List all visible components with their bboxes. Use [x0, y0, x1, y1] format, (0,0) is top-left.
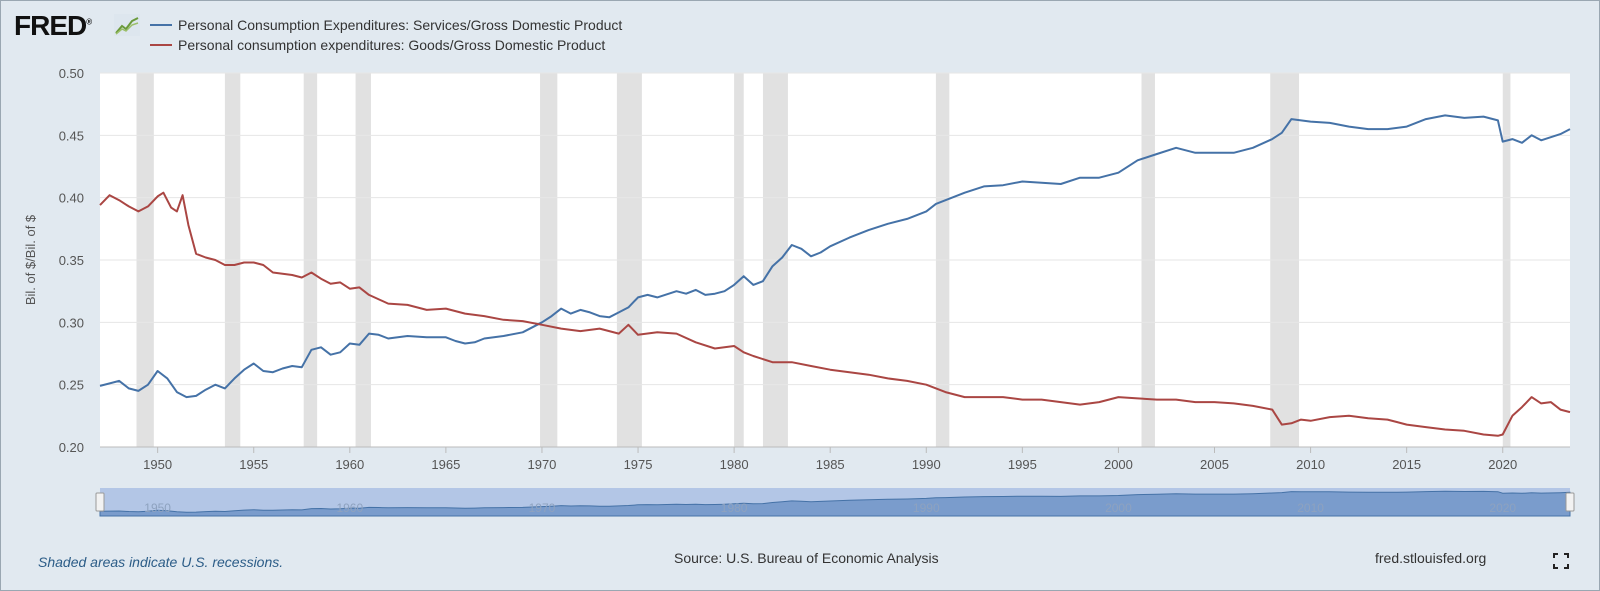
series-line-services: [99, 114, 1571, 399]
x-tick-label: 1970: [527, 457, 556, 472]
x-tick-label: 1975: [624, 457, 653, 472]
y-tick-label: 0.45: [59, 128, 84, 143]
fred-logo-text: FRED: [14, 10, 87, 41]
x-tick-label: 1965: [431, 457, 460, 472]
y-axis-title: Bil. of $/Bil. of $: [23, 214, 38, 305]
x-tick-label: 2020: [1488, 457, 1517, 472]
navigator-tick-label: 2020: [1489, 501, 1516, 515]
navigator-tick-label: 1980: [721, 501, 748, 515]
navigator-tick-label: 2000: [1105, 501, 1132, 515]
site-link[interactable]: fred.stlouisfed.org: [1375, 550, 1487, 566]
fred-logo-mark: ®: [86, 17, 92, 27]
legend-label-goods: Personal consumption expenditures: Goods…: [178, 37, 606, 53]
navigator-tick-label: 1950: [144, 501, 171, 515]
x-tick-label: 1985: [816, 457, 845, 472]
navigator-series-area: [99, 490, 1571, 517]
fred-logo[interactable]: FRED®: [14, 10, 92, 42]
navigator-tick-label: 2010: [1297, 501, 1324, 515]
fred-graph-icon: [114, 14, 140, 36]
legend-label-services: Personal Consumption Expenditures: Servi…: [178, 17, 623, 33]
legend-item-goods[interactable]: Personal consumption expenditures: Goods…: [150, 37, 605, 53]
y-tick-label: 0.20: [59, 440, 84, 455]
axes: 0.20 0.25 0.30 0.35 0.40 0.45 0.50 1950 1955 1960…: [23, 66, 1570, 472]
y-tick-label: 0.35: [59, 253, 84, 268]
x-tick-label: 2000: [1104, 457, 1133, 472]
series-line-goods: [99, 191, 1571, 437]
y-tick-label: 0.30: [59, 315, 84, 330]
x-tick-label: 1960: [335, 457, 364, 472]
navigator-tick-label: 1970: [529, 501, 556, 515]
series-lines: [99, 114, 1571, 437]
x-tick-label: 1950: [143, 457, 172, 472]
legend-item-services[interactable]: Personal Consumption Expenditures: Servi…: [150, 17, 622, 33]
y-tick-label: 0.40: [59, 191, 84, 206]
x-tick-label: 1990: [912, 457, 941, 472]
x-tick-label: 2015: [1392, 457, 1421, 472]
source-text: Source: U.S. Bureau of Economic Analysis: [674, 550, 939, 566]
range-navigator[interactable]: 1950 1960 1970 1980 1990 2000 2010 2020: [95, 488, 1575, 517]
x-tick-label: 1955: [239, 457, 268, 472]
x-tick-label: 1980: [720, 457, 749, 472]
recession-note: Shaded areas indicate U.S. recessions.: [38, 554, 284, 570]
navigator-tick-label: 1960: [336, 501, 363, 515]
fullscreen-icon[interactable]: [1553, 553, 1569, 569]
x-tick-label: 2005: [1200, 457, 1229, 472]
x-tick-label: 1995: [1008, 457, 1037, 472]
line-chart: 0.20 0.25 0.30 0.35 0.40 0.45 0.50 1950 1955 1960…: [23, 66, 1575, 517]
legend-swatch-goods: [150, 44, 172, 46]
legend-swatch-services: [150, 24, 172, 26]
navigator-handle-right[interactable]: [1565, 492, 1575, 512]
x-tick-label: 2010: [1296, 457, 1325, 472]
navigator-handle-left[interactable]: [95, 492, 105, 512]
y-tick-label: 0.25: [59, 378, 84, 393]
navigator-tick-label: 1990: [913, 501, 940, 515]
y-tick-label: 0.50: [59, 66, 84, 81]
